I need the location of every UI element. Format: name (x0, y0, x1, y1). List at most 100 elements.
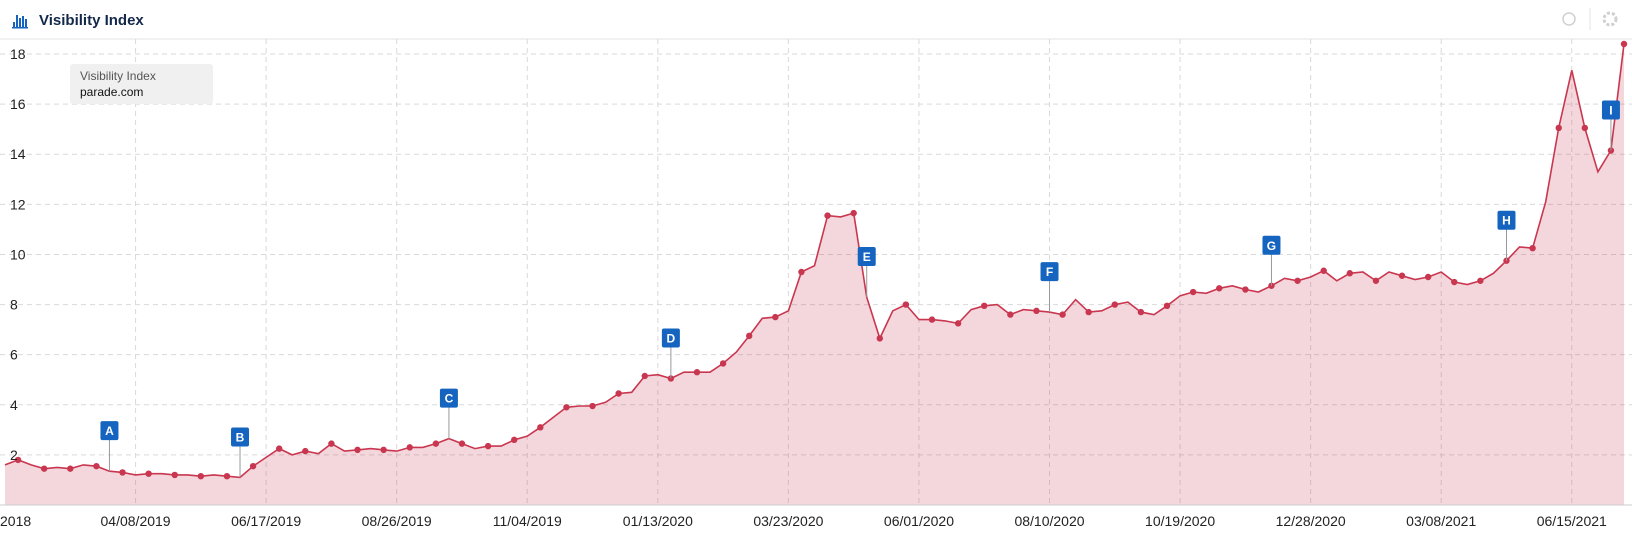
legend-entry: parade.com (80, 85, 143, 99)
x-tick-label: 06/15/2021 (1537, 513, 1607, 529)
point (693, 369, 701, 376)
point (928, 316, 936, 323)
point (1085, 308, 1092, 316)
point (615, 390, 622, 397)
annotation-flag (1497, 210, 1516, 230)
point (1189, 288, 1197, 296)
y-tick-label: 8 (10, 297, 18, 313)
point (432, 440, 440, 447)
x-tick-label: 01/13/2020 (623, 513, 693, 529)
point (1294, 277, 1301, 284)
point (537, 424, 544, 431)
annotation-label: H (1502, 214, 1511, 228)
x-tick-label: 11/04/2019 (493, 513, 562, 529)
y-tick-label: 16 (10, 96, 26, 112)
area (5, 44, 1624, 505)
point (876, 335, 883, 342)
point (850, 209, 857, 217)
point (1398, 272, 1406, 279)
chart-title: Visibility Index (39, 12, 144, 29)
y-tick-label: 4 (10, 397, 18, 413)
y-tick-label: 14 (10, 146, 26, 162)
header (0, 0, 1632, 39)
point (302, 447, 309, 455)
x-tick-label: 06/17/2019 (231, 513, 301, 529)
plot: 2018 04/08/2019 06/17/2019 08/26/2019 11/04/… (0, 39, 1632, 529)
annotation-label: E (863, 250, 871, 264)
point (354, 446, 361, 454)
annotation-flag (857, 247, 876, 267)
y-tick-label: 10 (10, 246, 26, 262)
annotation-label: G (1267, 239, 1276, 253)
point (1111, 301, 1118, 308)
annotation-label: F (1046, 265, 1053, 279)
help-icon[interactable] (1562, 12, 1576, 26)
point (14, 456, 22, 464)
settings-icon[interactable] (1602, 11, 1618, 27)
point (484, 442, 492, 450)
point (380, 446, 387, 454)
x-tick-label: 04/08/2019 (101, 513, 171, 529)
point (197, 472, 205, 480)
annotation-flag (100, 421, 119, 441)
point (1242, 286, 1249, 293)
annotation-label: A (105, 424, 114, 438)
point (406, 444, 413, 451)
point (798, 268, 805, 276)
point (719, 360, 727, 367)
point (1451, 278, 1458, 286)
point (1216, 285, 1223, 292)
point (249, 462, 257, 470)
point (1529, 244, 1536, 252)
point (1581, 124, 1589, 132)
point (458, 440, 466, 447)
legend-title: Visibility Index (80, 69, 156, 83)
point (954, 320, 962, 327)
point (563, 404, 570, 411)
x-tick-label: 03/23/2020 (753, 513, 823, 529)
point (902, 301, 910, 308)
point (641, 372, 648, 380)
point (1007, 311, 1014, 318)
annotation-flag (661, 328, 680, 348)
annotation-flag (439, 388, 458, 408)
x-tick-label: 2018 (0, 513, 31, 529)
annotation-label: I (1609, 103, 1612, 117)
point (824, 212, 831, 219)
point (981, 302, 988, 310)
point (1555, 124, 1562, 132)
point (119, 469, 126, 476)
point (1424, 273, 1432, 281)
x-tick-label: 08/26/2019 (362, 513, 432, 529)
annotation-flag (1601, 100, 1620, 120)
y-tick-label: 12 (10, 196, 26, 212)
point (1137, 308, 1145, 316)
point (1477, 277, 1484, 284)
point (275, 445, 283, 452)
x-tick-label: 06/01/2020 (884, 513, 954, 529)
point (40, 465, 48, 472)
x-tick-label: 03/08/2021 (1406, 513, 1476, 529)
annotation-flag (1040, 262, 1059, 282)
annotation-label: C (445, 392, 454, 406)
point (1320, 267, 1327, 274)
point (1620, 40, 1628, 48)
x-tick-label: 10/19/2020 (1145, 513, 1215, 529)
annotation-flag (1262, 235, 1281, 255)
point (746, 332, 753, 340)
y-tick-label: 2 (10, 447, 18, 463)
point (1059, 311, 1066, 318)
annotation-label: B (236, 430, 245, 444)
x-tick-label: 12/28/2020 (1276, 513, 1346, 529)
line (4, 43, 1625, 479)
point (93, 462, 100, 470)
y-tick-label: 6 (10, 347, 18, 363)
point (1346, 270, 1354, 277)
annotation-label: D (667, 331, 676, 345)
point (67, 465, 74, 472)
header-icon (12, 15, 28, 29)
point (328, 440, 335, 447)
point (223, 472, 231, 480)
legend-box (70, 64, 213, 104)
